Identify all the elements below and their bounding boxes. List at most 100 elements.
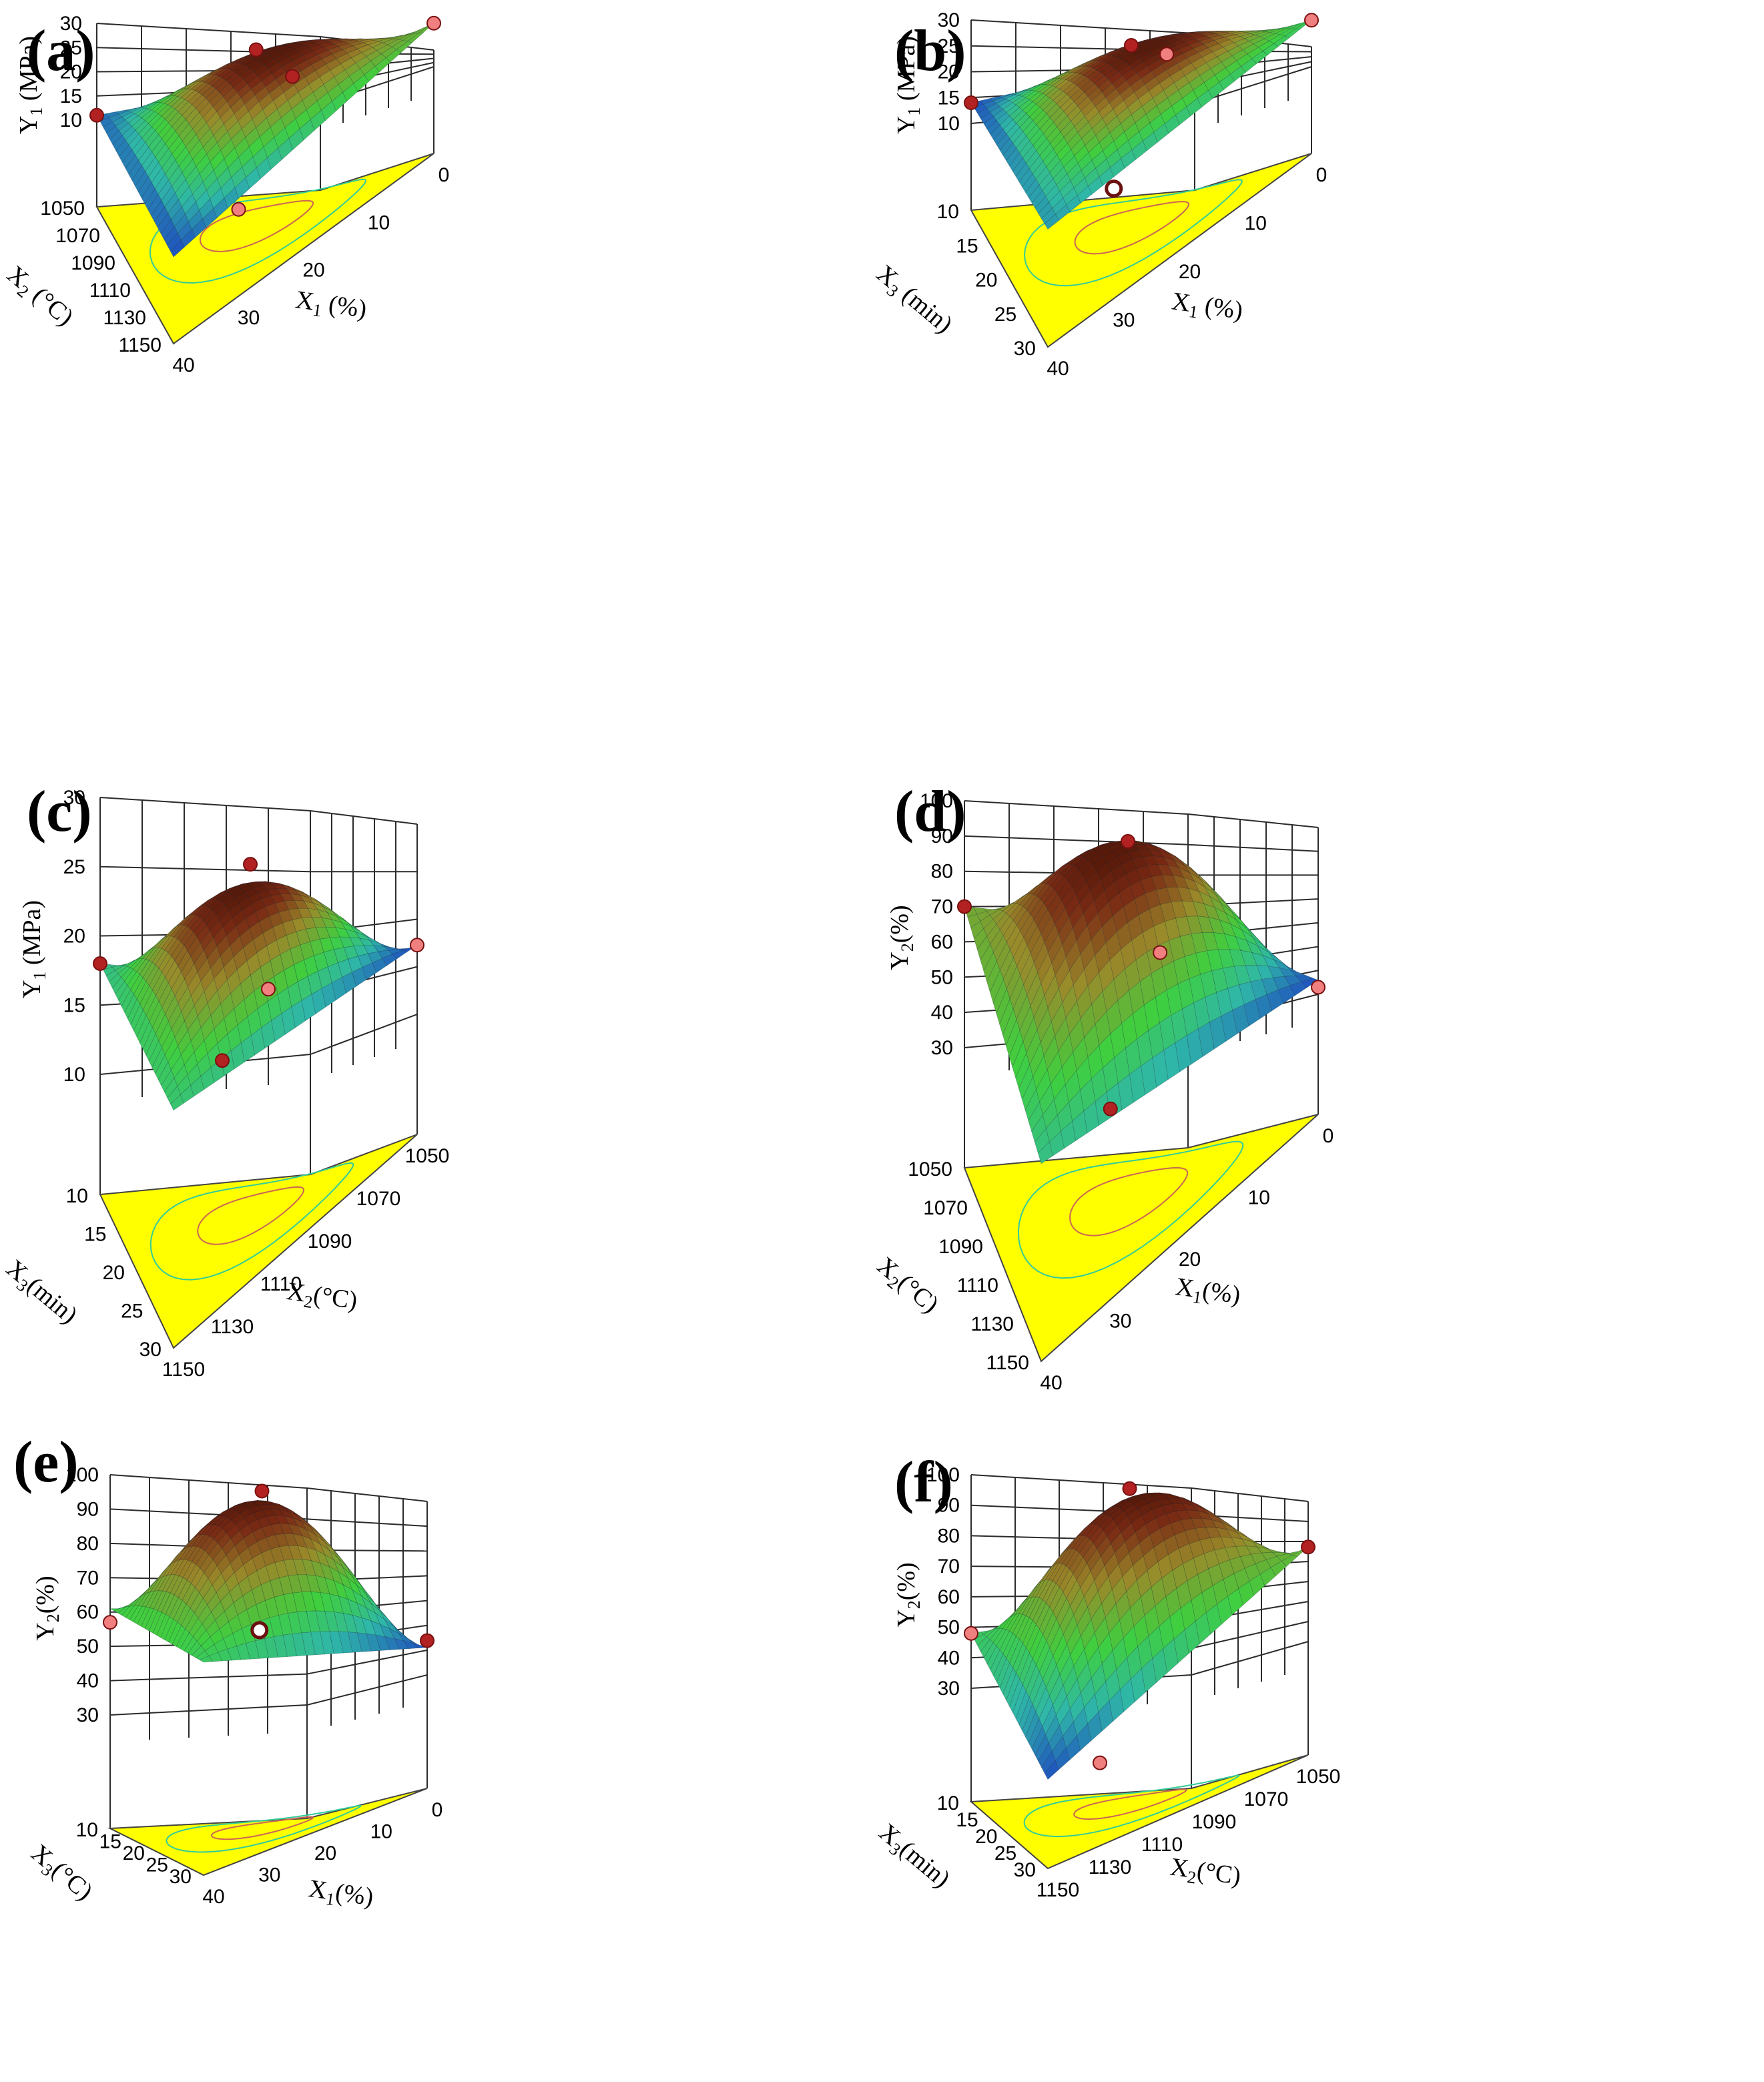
x-tick-label: 1150	[162, 1359, 206, 1381]
x-tick-label: 0	[1316, 164, 1328, 186]
x-tick-label: 1090	[308, 1231, 352, 1253]
z-tick-label: 15	[84, 1224, 106, 1246]
contour-line	[197, 1186, 305, 1245]
design-point	[93, 956, 107, 971]
z-tick-label: 20	[123, 1842, 145, 1864]
x-tick-label: 30	[238, 307, 260, 329]
response-surface	[96, 23, 434, 258]
panel-label: (d)	[894, 779, 966, 844]
z-tick-label: 30	[1014, 338, 1036, 360]
y-tick-label: 15	[63, 994, 85, 1016]
design-point	[426, 15, 441, 31]
z-tick-label: 15	[956, 1809, 978, 1831]
y-tick-label: 30	[938, 1678, 960, 1700]
y-tick-label: 80	[938, 1525, 960, 1547]
grid-line-h	[964, 835, 1189, 845]
y-tick-label: 60	[938, 1586, 960, 1608]
z-tick-label: 20	[975, 270, 997, 292]
y-tick-label: 60	[77, 1602, 99, 1624]
grid-line-h	[970, 1474, 1192, 1489]
contour-line	[1073, 1788, 1187, 1820]
y-axis-title: Y1 (MPa)	[18, 900, 49, 998]
response-surface	[99, 881, 418, 1111]
z-axis-title: X2 (°C)	[0, 260, 79, 334]
z-tick-label: 15	[99, 1831, 121, 1853]
contour-floor	[99, 1134, 418, 1349]
design-point	[261, 982, 276, 997]
z-tick-label: 10	[937, 201, 959, 223]
grid-line-h	[109, 1673, 308, 1682]
z-axis-title: X3 (min)	[869, 260, 958, 341]
z-tick-label: 1070	[55, 225, 100, 247]
design-point	[89, 107, 104, 123]
z-tick-label: 25	[994, 1842, 1016, 1864]
grid-line-h	[96, 23, 321, 37]
y-tick-label: 40	[931, 1002, 953, 1024]
grid-line-h	[306, 1487, 428, 1502]
design-point	[1103, 1101, 1118, 1116]
grid-line-h	[1187, 813, 1319, 828]
grid-line-h	[964, 800, 1189, 815]
y-tick-label: 20	[60, 61, 82, 83]
y-tick-label: 15	[60, 85, 82, 107]
x-tick-label: 10	[368, 212, 390, 234]
y-tick-label: 10	[938, 113, 960, 135]
y-tick-label: 80	[77, 1533, 99, 1555]
x-tick-label: 10	[1245, 213, 1267, 235]
y-tick-label: 10	[63, 1064, 85, 1086]
x-tick-label: 20	[302, 260, 324, 282]
chart-panel-f: 30 40 50 60 70 80 90 100 1050 1070 1090 1110 1130 115…	[874, 1450, 1341, 1901]
x-tick-label: 1150	[1037, 1879, 1080, 1901]
grid-line-h	[306, 1518, 428, 1527]
chart-panel-d: 30 40 50 60 70 80 90 100 0 10 20 30 40 1050 1070 1090 11…	[872, 779, 1334, 1394]
contour-line	[1023, 1774, 1240, 1838]
x-tick-label: 1130	[211, 1316, 254, 1338]
y-tick-label: 70	[931, 896, 953, 918]
design-point	[243, 857, 258, 872]
chart-panel-e: 304050607080901000102030401015202530Y2(%…	[13, 1430, 443, 1911]
grid-line-h	[306, 1649, 428, 1675]
z-tick-label: 1130	[970, 1313, 1014, 1335]
contour-floor	[107, 1788, 428, 1876]
design-point	[1093, 1755, 1107, 1770]
z-tick-label: 1090	[938, 1236, 983, 1258]
contour-line	[1069, 1167, 1189, 1237]
design-point	[103, 1615, 117, 1630]
design-point	[1311, 980, 1326, 995]
y-tick-label: 20	[63, 926, 85, 948]
y-tick-label: 50	[77, 1636, 99, 1658]
z-tick-label: 25	[121, 1301, 143, 1323]
y-tick-label: 100	[65, 1464, 99, 1486]
y-axis-title: Y1 (MPa)	[15, 36, 46, 134]
y-tick-label: 30	[60, 13, 82, 35]
x-tick-label: 1050	[1296, 1766, 1341, 1788]
panel-label: (b)	[894, 19, 966, 83]
z-tick-label: 1150	[986, 1352, 1029, 1374]
design-point	[248, 42, 264, 57]
grid-line-h	[99, 865, 311, 873]
y-tick-label: 20	[938, 61, 960, 83]
y-tick-label: 90	[931, 825, 953, 847]
design-point	[964, 95, 978, 110]
design-point	[1121, 833, 1135, 849]
grid-line-h	[1191, 1487, 1309, 1502]
y-axis-title: Y2(%)	[31, 1576, 63, 1640]
grid-line-h	[109, 1704, 308, 1716]
x-tick-label: 0	[1323, 1125, 1334, 1147]
response-surface	[964, 839, 1319, 1164]
grid-line-h	[970, 19, 1195, 34]
y-axis-title: Y2(%)	[886, 905, 917, 970]
contour-line	[199, 200, 314, 252]
contour-floor	[963, 1114, 1319, 1363]
x-tick-label: 0	[438, 164, 450, 186]
y-tick-label: 50	[938, 1617, 960, 1639]
design-point	[254, 1483, 270, 1499]
z-tick-label: 1130	[103, 307, 146, 329]
design-point	[1304, 13, 1319, 28]
chart-panel-a: 1015202530010203040105010701090111011301…	[0, 13, 450, 376]
x-tick-label: 30	[1109, 1311, 1131, 1333]
design-point	[285, 69, 300, 84]
y-tick-label: 90	[77, 1498, 99, 1520]
z-tick-label: 1050	[40, 198, 85, 220]
y-tick-label: 30	[63, 787, 85, 809]
